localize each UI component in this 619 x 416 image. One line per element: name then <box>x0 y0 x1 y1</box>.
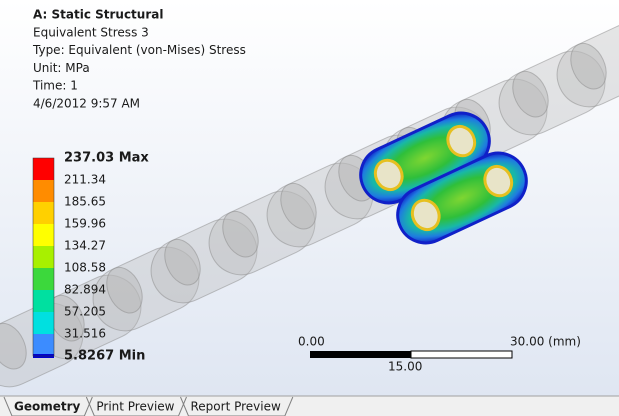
tab[interactable]: Report Preview <box>191 400 281 414</box>
legend-label: 82.894 <box>64 283 106 297</box>
legend-label: 185.65 <box>64 195 106 209</box>
legend-label: 134.27 <box>64 239 106 253</box>
legend-label: 5.8267 Min <box>64 349 145 364</box>
tab[interactable]: Print Preview <box>96 400 174 414</box>
tabs: Geometry Print Preview Report Preview <box>4 397 293 416</box>
legend-swatch <box>33 290 54 312</box>
title: A: Static Structural <box>33 8 163 22</box>
legend-label: 57.205 <box>64 305 106 319</box>
legend-label: 108.58 <box>64 261 106 275</box>
header-line: Unit: MPa <box>33 61 90 75</box>
legend-label: 237.03 Max <box>64 151 149 166</box>
legend-swatch <box>33 334 54 356</box>
legend-label: 159.96 <box>64 217 106 231</box>
legend-swatch <box>33 312 54 334</box>
header-line: Type: Equivalent (von-Mises) Stress <box>32 43 246 57</box>
scale-middle: 15.00 <box>388 360 422 374</box>
header-line: Time: 1 <box>32 79 78 93</box>
header-line: Equivalent Stress 3 <box>33 26 149 40</box>
legend-swatch <box>33 158 54 180</box>
viewport: A: Static Structural Equivalent Stress 3… <box>0 0 619 416</box>
scale-left: 0.00 <box>298 335 325 349</box>
legend-swatch <box>33 180 54 202</box>
scale-right: 30.00 (mm) <box>510 335 581 349</box>
tab[interactable]: Geometry <box>14 400 81 414</box>
legend-swatch <box>33 246 54 268</box>
header-line: 4/6/2012 9:57 AM <box>33 96 140 110</box>
legend-swatch <box>33 268 54 290</box>
legend-swatch <box>33 202 54 224</box>
legend-label: 31.516 <box>64 327 106 341</box>
legend-swatch <box>33 224 54 246</box>
legend-label: 211.34 <box>64 173 106 187</box>
